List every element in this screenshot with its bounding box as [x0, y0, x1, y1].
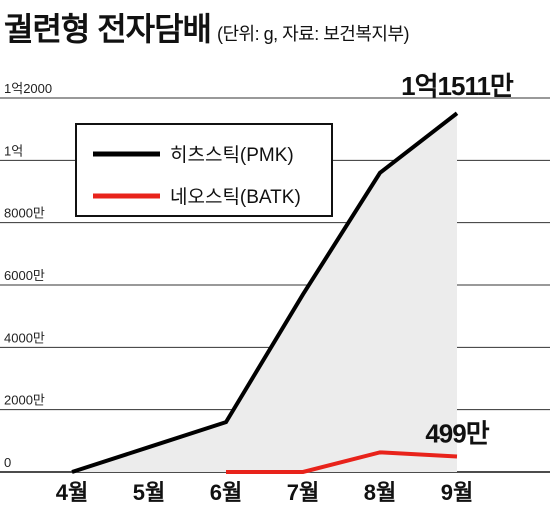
y-tick-label: 1억2000: [4, 81, 52, 96]
legend-label: 히츠스틱(PMK): [170, 144, 294, 166]
legend-box: [75, 123, 333, 217]
chart-title: 궐련형 전자담배: [4, 11, 212, 47]
legend: 히츠스틱(PMK) 네오스틱(BATK): [75, 123, 333, 217]
y-tick-label: 1억: [4, 143, 23, 158]
series-line-neostik: [226, 450, 458, 474]
y-tick-label: 2000만: [4, 393, 45, 408]
x-tick-label: 7월: [287, 480, 319, 505]
y-tick-label: 6000만: [4, 268, 45, 283]
annotations: 1억1511만 499만: [401, 71, 515, 448]
y-axis-ticks: 0 2000만 4000만 6000만 8000만 1억 1억2000: [4, 81, 52, 470]
chart-title-area: 궐련형 전자담배 (단위: g, 자료: 보건복지부): [4, 4, 410, 52]
x-tick-label: 5월: [133, 480, 165, 505]
y-tick-label: 0: [4, 455, 11, 470]
y-tick-label: 8000만: [4, 206, 45, 221]
x-tick-label: 6월: [210, 480, 242, 505]
legend-label: 네오스틱(BATK): [170, 186, 301, 208]
series-lines: [71, 111, 459, 474]
series-line-heets: [71, 111, 459, 474]
series-area-fill: [72, 113, 457, 472]
x-tick-label: 4월: [56, 480, 88, 505]
x-tick-label: 9월: [441, 480, 473, 505]
chart-subtitle: (단위: g, 자료: 보건복지부): [216, 24, 410, 44]
data-label: 499만: [425, 418, 489, 448]
y-tick-label: 4000만: [4, 330, 45, 345]
area-fill: [72, 113, 457, 472]
x-tick-label: 8월: [364, 480, 396, 505]
x-axis-ticks: 4월 5월 6월 7월 8월 9월: [56, 480, 473, 505]
data-label: 1억1511만: [401, 71, 514, 101]
